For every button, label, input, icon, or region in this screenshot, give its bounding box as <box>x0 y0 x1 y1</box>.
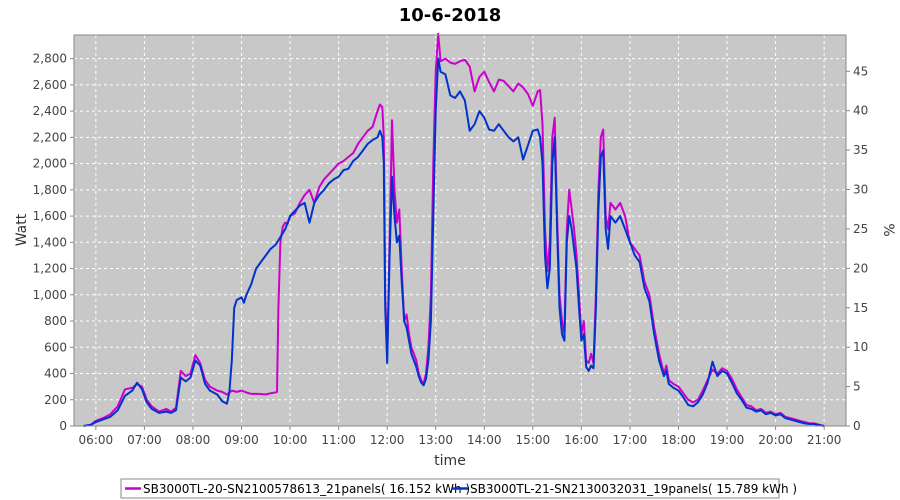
y2-tick-label: 0 <box>853 419 861 433</box>
y-axis-label: Watt <box>14 213 30 246</box>
y-tick-label: 400 <box>44 367 67 381</box>
series-lines <box>83 32 825 427</box>
x-tick-label: 11:00 <box>321 433 356 447</box>
y-axis-right: 0 5 10 15 20 25 30 35 40 45 <box>846 64 868 433</box>
y-tick-label: 2,400 <box>33 104 67 118</box>
y-tick-label: 200 <box>44 393 67 407</box>
y-tick-label: 600 <box>44 340 67 354</box>
x-tick-label: 19:00 <box>710 433 745 447</box>
x-axis-label: time <box>434 453 466 469</box>
x-tick-label: 21:00 <box>807 433 842 447</box>
y-tick-label: 2,800 <box>33 52 67 66</box>
y-tick-label: 2,000 <box>33 157 67 171</box>
y-tick-label: 2,600 <box>33 78 67 92</box>
y2-tick-label: 15 <box>853 301 868 315</box>
legend-label-series-2: SB3000TL-21-SN2130032031_19panels( 15.78… <box>470 482 797 496</box>
x-tick-label: 08:00 <box>176 433 211 447</box>
legend-label-series-1: SB3000TL-20-SN2100578613_21panels( 16.15… <box>143 482 470 496</box>
x-tick-label: 07:00 <box>127 433 162 447</box>
y-tick-label: 1,600 <box>33 209 67 223</box>
plot-area <box>74 35 846 426</box>
series-line-2 <box>83 57 825 427</box>
y2-tick-label: 30 <box>853 183 868 197</box>
x-axis: 06:00 07:00 08:00 09:00 10:00 11:00 12:00 13:00… <box>79 426 842 447</box>
y-axis-left: 0 200 400 600 800 1,000 1,200 1,400 1,600 1,800 2,… <box>33 52 74 433</box>
x-tick-label: 16:00 <box>564 433 599 447</box>
x-tick-label: 15:00 <box>516 433 551 447</box>
x-tick-label: 13:00 <box>418 433 453 447</box>
y2-axis-label: % <box>880 223 896 236</box>
grid <box>74 35 846 426</box>
y2-tick-label: 45 <box>853 64 868 78</box>
chart-title: 10-6-2018 <box>399 5 502 26</box>
legend: SB3000TL-20-SN2100578613_21panels( 16.15… <box>120 478 797 499</box>
y-tick-label: 800 <box>44 314 67 328</box>
y2-tick-label: 20 <box>853 261 868 275</box>
x-tick-label: 06:00 <box>79 433 114 447</box>
x-tick-label: 20:00 <box>758 433 793 447</box>
y-tick-label: 0 <box>59 419 67 433</box>
x-tick-label: 09:00 <box>224 433 259 447</box>
y2-tick-label: 25 <box>853 222 868 236</box>
x-tick-label: 18:00 <box>661 433 696 447</box>
series-line-1 <box>83 32 825 427</box>
x-tick-label: 14:00 <box>467 433 502 447</box>
y-tick-label: 1,800 <box>33 183 67 197</box>
y-tick-label: 1,400 <box>33 235 67 249</box>
y2-tick-label: 10 <box>853 340 868 354</box>
y-tick-label: 2,200 <box>33 130 67 144</box>
y2-tick-label: 40 <box>853 104 868 118</box>
y2-tick-label: 5 <box>853 380 861 394</box>
x-tick-label: 10:00 <box>273 433 308 447</box>
y-tick-label: 1,200 <box>33 262 67 276</box>
x-tick-label: 12:00 <box>370 433 405 447</box>
y2-tick-label: 35 <box>853 143 868 157</box>
plot-border <box>73 34 847 427</box>
y-tick-label: 1,000 <box>33 288 67 302</box>
x-tick-label: 17:00 <box>613 433 648 447</box>
legend-box <box>120 478 780 499</box>
